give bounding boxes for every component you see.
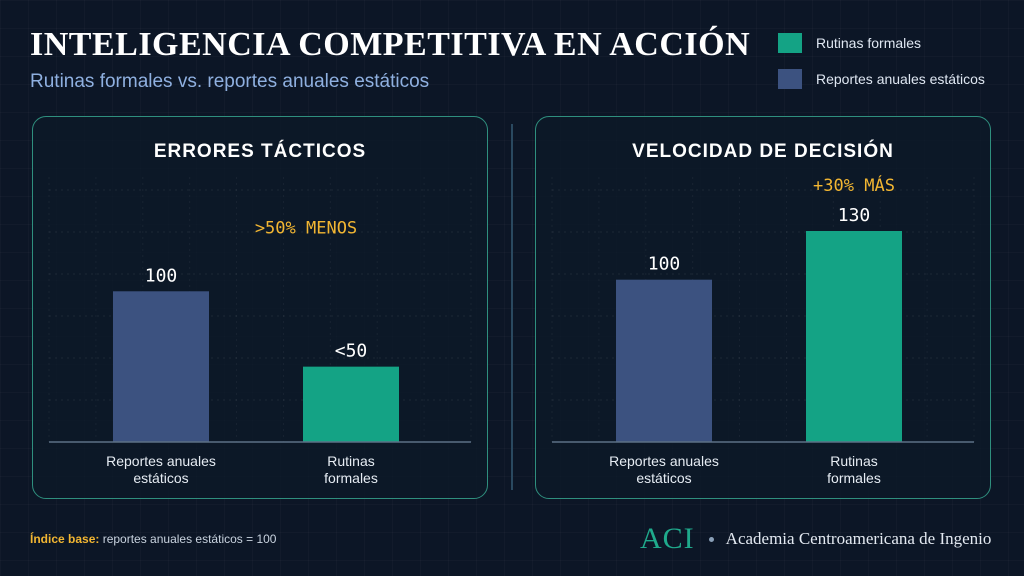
legend-item-rutinas: Rutinas formales: [778, 33, 921, 53]
chart-title: VELOCIDAD DE DECISIÓN: [632, 140, 894, 162]
bar-rutinas: [303, 366, 399, 442]
category-label-line: Rutinas: [830, 453, 877, 469]
category-label: Reportes anuales estáticos: [106, 453, 216, 486]
data-label: 100: [648, 254, 681, 275]
legend-swatch-rutinas: [778, 33, 802, 53]
category-label-line: estáticos: [636, 470, 691, 486]
data-label: 130: [838, 205, 871, 226]
chart-title: ERRORES TÁCTICOS: [154, 140, 366, 162]
page-title: INTELIGENCIA COMPETITIVA EN ACCIÓN: [30, 26, 751, 63]
legend-label-reportes: Reportes anuales estáticos: [816, 71, 985, 87]
footnote-key: Índice base:: [30, 532, 100, 546]
chart-velocidad-decision: VELOCIDAD DE DECISIÓN 100 Reportes anuales…: [551, 140, 975, 486]
category-label: Rutinas formales: [324, 453, 378, 486]
chart-errores-tacticos: ERRORES TÁCTICOS 100 Reportes anuales estát…: [48, 140, 472, 486]
page-subtitle: Rutinas formales vs. reportes anuales es…: [30, 71, 430, 92]
legend-label-rutinas: Rutinas formales: [816, 35, 922, 51]
bar-reportes: [616, 279, 712, 442]
bar-rutinas: [806, 231, 902, 442]
category-label-line: Reportes anuales: [106, 453, 216, 469]
brand-logo: ACI: [640, 522, 695, 555]
category-label-line: Reportes anuales: [609, 453, 719, 469]
footnote-text: reportes anuales estáticos = 100: [102, 532, 277, 546]
category-label: Reportes anuales estáticos: [609, 453, 719, 486]
panel-divider: [511, 124, 513, 490]
chart-annotation: +30% MÁS: [813, 174, 895, 196]
chart-panel-velocidad: VELOCIDAD DE DECISIÓN 100 Reportes anuales…: [535, 116, 991, 499]
brand: ACI Academia Centroamericana de Ingenio: [640, 522, 991, 556]
data-label: <50: [335, 341, 368, 362]
category-label-line: formales: [324, 470, 378, 486]
legend-item-reportes: Reportes anuales estáticos: [778, 69, 985, 89]
brand-name: Academia Centroamericana de Ingenio: [725, 529, 992, 548]
bar-reportes: [113, 291, 209, 442]
chart-panel-errores: ERRORES TÁCTICOS 100 Reportes anuales estát…: [32, 116, 488, 499]
footnote: Índice base: reportes anuales estáticos …: [30, 532, 276, 546]
category-label: Rutinas formales: [827, 453, 881, 486]
category-label-line: Rutinas: [327, 453, 374, 469]
data-label: 100: [145, 265, 178, 286]
category-label-line: formales: [827, 470, 881, 486]
category-label-line: estáticos: [133, 470, 188, 486]
brand-separator-dot: [708, 536, 714, 542]
chart-annotation: >50% MENOS: [255, 218, 357, 238]
legend-swatch-reportes: [778, 69, 802, 89]
